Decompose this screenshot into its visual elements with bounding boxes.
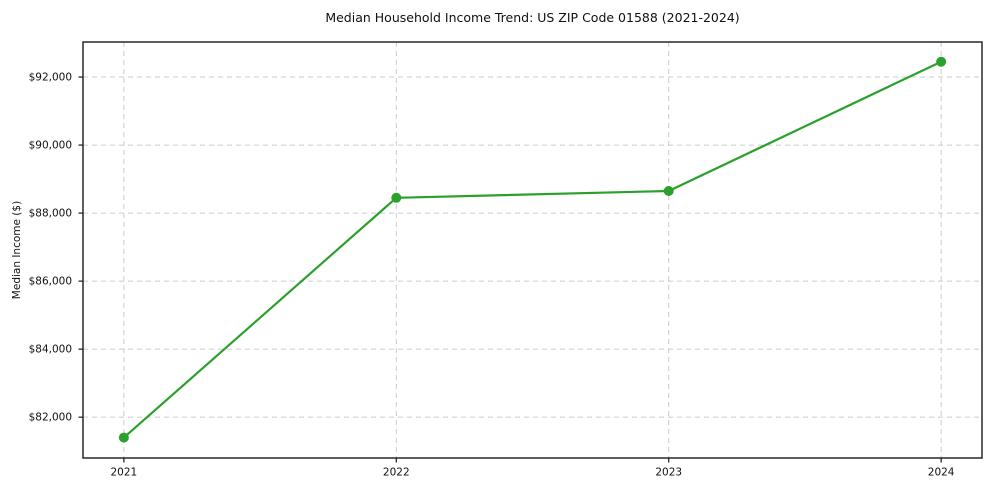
data-point-marker <box>118 432 129 443</box>
data-point-marker <box>663 185 674 196</box>
y-tick-label: $86,000 <box>29 276 72 288</box>
data-line <box>122 60 943 439</box>
data-point-marker <box>391 192 402 203</box>
y-tick-label: $84,000 <box>29 344 72 356</box>
data-point-marker <box>936 56 947 67</box>
y-tick-label: $92,000 <box>29 72 72 84</box>
y-tick-label: $90,000 <box>29 140 72 152</box>
y-tick-label: $88,000 <box>29 208 72 220</box>
plot-frame <box>82 41 983 459</box>
x-tick-label: 2022 <box>383 467 410 479</box>
y-tick-label: $82,000 <box>29 412 72 424</box>
x-tick-label: 2023 <box>655 467 682 479</box>
x-tick-label: 2021 <box>110 467 137 479</box>
x-tick-label: 2024 <box>928 467 955 479</box>
chart-title: Median Household Income Trend: US ZIP Co… <box>325 10 740 25</box>
